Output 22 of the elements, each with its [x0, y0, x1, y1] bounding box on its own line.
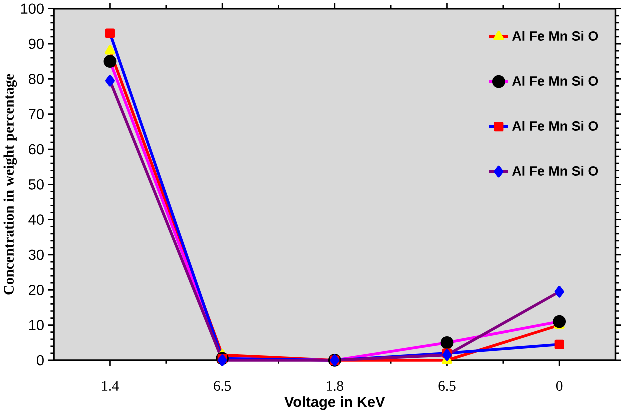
y-tick-label: 50: [28, 180, 44, 190]
y-tick-label: 20: [29, 285, 44, 296]
y-tick-label: 10: [29, 320, 44, 331]
y-tick-label: 60: [29, 144, 44, 155]
x-tick-label: 1.8: [327, 381, 344, 392]
y-tick-label: 30: [28, 250, 44, 260]
x-tick-label: 6.5: [214, 381, 232, 392]
x-tick-label: 1.4: [102, 381, 120, 392]
y-tick-label: 70: [29, 109, 44, 120]
y-axis-title: Concentration in weight percentage: [4, 74, 18, 295]
y-tick-label: 90: [29, 38, 44, 50]
x-tick-label: 0: [556, 381, 563, 392]
legend-label: Al Fe Mn Si O: [512, 166, 598, 176]
y-tick-label: 100: [21, 4, 44, 14]
y-tick-label: 80: [28, 74, 44, 84]
legend-label: Al Fe Mn Si O: [512, 76, 598, 86]
legend-label: Al Fe Mn Si O: [512, 31, 598, 42]
y-tick-label: 40: [28, 214, 44, 226]
y-tick-label: 0: [36, 355, 44, 366]
legend-label: Al Fe Mn Si O: [512, 121, 598, 132]
x-tick-label: 6.5: [438, 381, 456, 392]
x-axis-title: Voltage in KeV: [284, 396, 386, 410]
